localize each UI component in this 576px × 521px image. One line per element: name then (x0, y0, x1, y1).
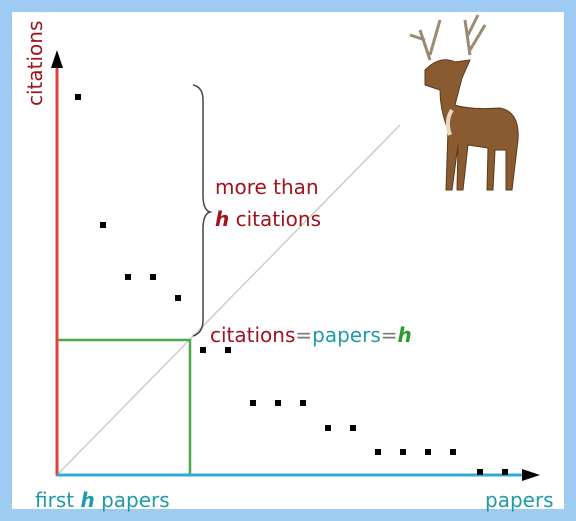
h-symbol: h (80, 488, 94, 512)
brace-label-line1: more than (215, 175, 319, 199)
equation: citations=papers=h (210, 323, 412, 347)
text: citations (210, 323, 295, 347)
h-symbol: h (215, 207, 229, 231)
text: citations (236, 207, 321, 231)
text: papers (312, 323, 381, 347)
x-axis-label: papers (485, 488, 554, 512)
bottom-label: first h papers (35, 488, 170, 512)
equals: = (295, 323, 312, 347)
page: {"axes": {"y": "citations", "x": "papers… (0, 0, 576, 521)
text: papers (101, 488, 170, 512)
diagram: citations papers first h papers more tha… (0, 0, 576, 521)
brace-label-line2: h citations (215, 207, 321, 231)
h-symbol: h (398, 323, 412, 347)
canvas (12, 12, 564, 509)
equals: = (381, 323, 398, 347)
y-axis-label: citations (23, 21, 47, 106)
text: first (35, 488, 74, 512)
